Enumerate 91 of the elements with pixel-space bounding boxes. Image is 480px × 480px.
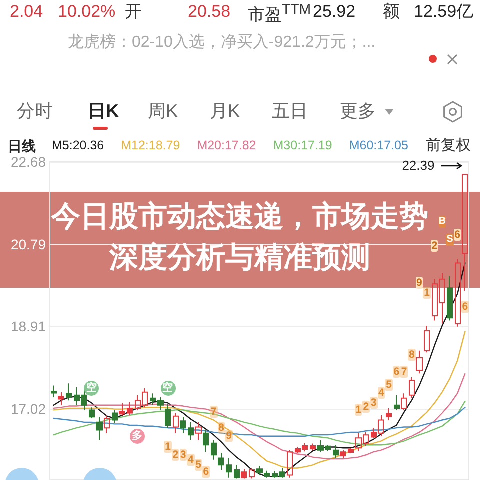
y-tick-label: 17.02 — [10, 400, 46, 417]
candlestick — [249, 468, 255, 480]
annotation: 1 — [164, 441, 172, 453]
text: 五日 — [272, 101, 308, 122]
candlestick — [58, 392, 64, 406]
candlestick — [66, 383, 72, 402]
text: 25.92 — [313, 2, 356, 22]
y-tick-label: 22.68 — [10, 154, 46, 170]
annotation: 9 — [416, 277, 424, 289]
candlestick — [462, 174, 468, 292]
candlestick — [256, 466, 263, 476]
text: M12:18.79 — [121, 138, 180, 152]
candlestick — [264, 470, 270, 478]
candlestick — [112, 410, 118, 424]
candlestick — [416, 350, 423, 374]
annotation: 1 — [354, 404, 362, 416]
text: M30:17.19 — [273, 138, 332, 152]
annotation: 5 — [194, 459, 202, 471]
annotation: 4 — [378, 387, 386, 399]
candlestick — [195, 422, 202, 441]
annotation: S — [446, 234, 454, 246]
candlestick — [409, 376, 415, 399]
candlestick — [96, 416, 103, 441]
candlestick — [447, 276, 453, 322]
y-tick-label: 20.79 — [10, 236, 46, 252]
candlestick — [401, 393, 407, 411]
candlestick — [348, 448, 354, 454]
annotation: 2 — [430, 240, 438, 252]
text: M5:20.36 — [52, 138, 104, 152]
candlestick — [226, 458, 232, 478]
candlestick — [89, 407, 95, 419]
annotation: 多 — [130, 428, 146, 444]
text: 日K — [88, 101, 119, 122]
annotation: 8 — [218, 422, 226, 434]
candlestick — [51, 385, 57, 398]
annotation: 5 — [385, 379, 393, 391]
annotation: 1 — [423, 287, 431, 299]
candlestick — [455, 258, 461, 328]
candlestick — [340, 450, 346, 459]
annotation: 空 — [160, 380, 176, 396]
candlestick — [211, 440, 217, 460]
candlestick — [394, 394, 400, 411]
text: 周K — [148, 101, 178, 122]
annotation: 6 — [202, 466, 210, 478]
annotation: 7 — [400, 366, 408, 378]
candlestick — [180, 416, 186, 434]
candlestick — [165, 404, 171, 429]
text: M60:17.05 — [349, 138, 408, 152]
candlestick — [386, 408, 392, 421]
annotation: 6 — [392, 366, 400, 378]
text: 分时 — [17, 101, 53, 122]
candlestick — [119, 402, 125, 416]
text: M20:17.82 — [197, 138, 256, 152]
candlestick — [127, 402, 133, 416]
annotation: 22.39 — [402, 158, 435, 174]
annotation: 2 — [362, 401, 370, 413]
text: 今日股市动态速递，市场走势深度分析与精准预测 — [50, 198, 430, 276]
annotation: 3 — [370, 397, 378, 409]
candlestick — [333, 444, 339, 459]
text: 市盈$^{TTM}$ — [248, 2, 312, 26]
text: 额 — [383, 2, 400, 22]
candlestick — [241, 468, 247, 480]
annotation: 6 — [454, 229, 462, 241]
candlestick — [310, 443, 316, 451]
text: 日线 — [8, 138, 36, 154]
annotation: 2 — [172, 449, 180, 461]
candlestick — [173, 412, 179, 434]
candlestick — [424, 326, 430, 354]
annotation: 8 — [408, 349, 416, 361]
annotation: 空 — [84, 380, 100, 396]
candlestick — [218, 452, 224, 470]
annotation: B — [438, 216, 446, 228]
candlestick — [203, 430, 209, 453]
text: 龙虎榜：02-10入选，净买入-921.2万元；... — [68, 34, 376, 52]
text: 更多 — [340, 101, 376, 122]
candlestick — [287, 450, 293, 478]
candlestick — [234, 464, 240, 480]
text: 10.02% — [58, 2, 116, 22]
candlestick — [104, 414, 110, 434]
line-series — [53, 331, 466, 469]
text: 开 — [125, 2, 142, 22]
candlestick — [188, 422, 194, 441]
text: 20.58 — [188, 2, 231, 22]
text: 2.04 — [10, 2, 44, 22]
text: 前复权 — [426, 137, 471, 154]
y-tick-label: 18.91 — [10, 318, 46, 334]
annotation: 4 — [187, 454, 195, 466]
text: 月K — [210, 101, 240, 122]
annotation: 3 — [180, 449, 188, 461]
annotation: 6 — [461, 301, 469, 313]
text: 12.59亿 — [414, 2, 474, 22]
